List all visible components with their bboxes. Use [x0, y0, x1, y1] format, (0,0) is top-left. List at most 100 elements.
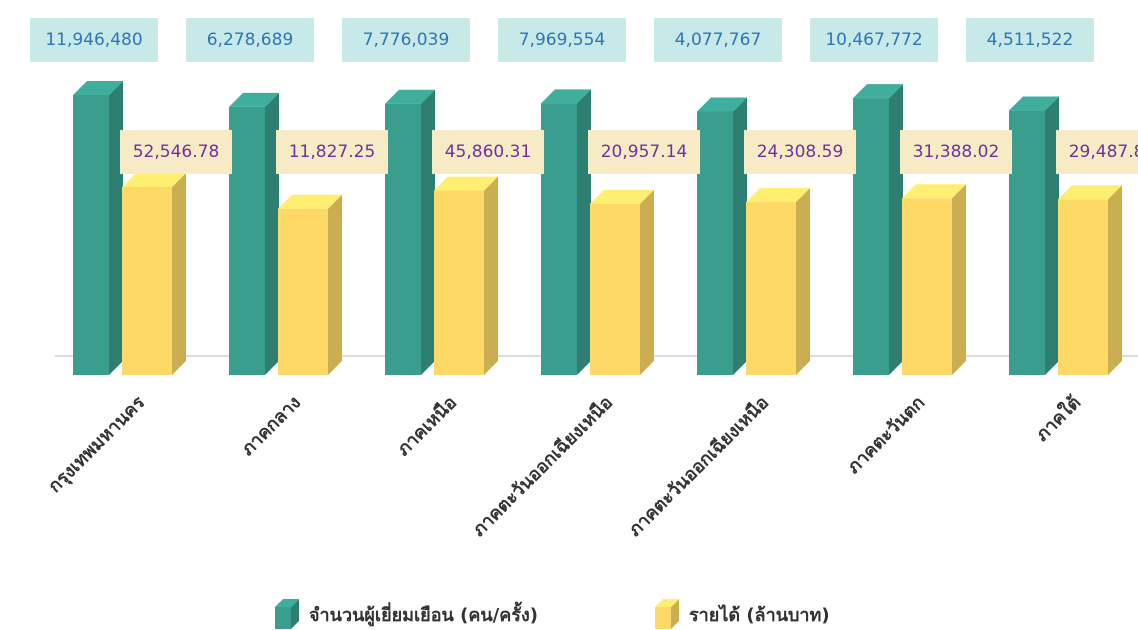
bar-front	[697, 111, 733, 376]
legend-swatch-side	[291, 599, 299, 629]
value-label-box	[966, 18, 1094, 62]
value-label-box	[810, 18, 938, 62]
legend-label: รายได้ (ล้านบาท)	[689, 604, 830, 626]
bar-front	[73, 95, 109, 375]
bar-top	[541, 89, 591, 104]
bar-side	[952, 184, 966, 375]
bar	[434, 176, 498, 375]
bar-front	[122, 187, 172, 375]
bar-top	[73, 81, 123, 95]
x-tick-label: ภาคใต้	[1031, 392, 1085, 446]
value-label: 52,546.78	[133, 142, 220, 162]
bar-side	[1045, 96, 1059, 375]
bar-side	[109, 81, 123, 375]
value-label: 31,388.02	[913, 142, 1000, 162]
bar	[590, 189, 654, 375]
x-tick-label: ภาคตะวันออกเฉียงเหนือ	[468, 392, 617, 541]
value-label-box	[744, 130, 856, 174]
value-label-box	[186, 18, 314, 62]
value-label-box	[654, 18, 782, 62]
value-label-box	[120, 130, 232, 174]
bar	[697, 97, 747, 376]
bar-front	[278, 208, 328, 375]
value-label-box	[30, 18, 158, 62]
value-label: 11,827.25	[289, 142, 376, 162]
value-label: 4,511,522	[987, 30, 1074, 50]
bar-front	[1009, 110, 1045, 375]
legend-swatch-top	[275, 599, 299, 607]
value-label-box	[498, 18, 626, 62]
value-label: 29,487.83	[1069, 142, 1138, 162]
value-label-box	[276, 130, 388, 174]
bar-top	[697, 97, 747, 112]
bar-side	[1108, 185, 1122, 375]
bar-top	[278, 194, 342, 209]
bar-front	[746, 202, 796, 375]
legend-swatch	[275, 607, 291, 629]
value-label: 24,308.59	[757, 142, 844, 162]
bar-top	[122, 173, 186, 187]
bar-side	[172, 173, 186, 375]
bar	[385, 89, 435, 375]
bar-side	[577, 89, 591, 375]
bar-top	[853, 84, 903, 99]
bar-side	[733, 97, 747, 376]
value-label-box	[900, 130, 1012, 174]
bar	[541, 89, 591, 375]
x-tick-label: ภาคตะวันตก	[843, 392, 929, 478]
bar-top	[590, 189, 654, 204]
legend-swatch-side	[671, 599, 679, 629]
bar	[1058, 185, 1122, 375]
bar-front	[902, 198, 952, 375]
bar	[122, 173, 186, 375]
bar-side	[265, 92, 279, 376]
value-label: 20,957.14	[601, 142, 688, 162]
bar	[229, 92, 279, 376]
value-label: 11,946,480	[45, 30, 142, 50]
bar	[853, 84, 903, 375]
bar-top	[1009, 96, 1059, 111]
legend-label: จำนวนผู้เยี่ยมเยือน (คน/ครั้ง)	[309, 601, 538, 627]
value-label-box	[1056, 130, 1138, 174]
value-label: 7,776,039	[363, 30, 450, 50]
bar	[902, 184, 966, 375]
bar-front	[1058, 199, 1108, 375]
bar	[1009, 96, 1059, 375]
bar-side	[328, 194, 342, 375]
value-label: 4,077,767	[675, 30, 762, 50]
bar-front	[229, 106, 265, 376]
bar-top	[746, 188, 810, 203]
bar-front	[434, 190, 484, 375]
value-label: 45,860.31	[445, 142, 532, 162]
x-tick-label: กรุงเทพมหานคร	[44, 392, 150, 498]
value-label-box	[342, 18, 470, 62]
bar-top	[434, 176, 498, 191]
x-tick-label: ภาคตะวันออกเฉียงเหนือ	[624, 392, 773, 541]
x-tick-label: ภาคเหนือ	[393, 392, 461, 460]
bar-front	[541, 103, 577, 375]
bar-front	[385, 103, 421, 375]
bar-top	[902, 184, 966, 199]
legend-swatch	[655, 607, 671, 629]
bar-front	[853, 98, 889, 375]
value-label-box	[432, 130, 544, 174]
legend-swatch-top	[655, 599, 679, 607]
bar-side	[640, 189, 654, 375]
value-label: 6,278,689	[207, 30, 294, 50]
bar-top	[1058, 185, 1122, 200]
value-label: 7,969,554	[519, 30, 606, 50]
bar-side	[796, 188, 810, 375]
bar	[746, 188, 810, 375]
bar-front	[590, 203, 640, 375]
bar-side	[484, 176, 498, 375]
x-tick-label: ภาคกลาง	[237, 392, 305, 460]
bar-side	[889, 84, 903, 375]
bar-side	[421, 89, 435, 375]
value-label-box	[588, 130, 700, 174]
bar	[278, 194, 342, 375]
bar-top	[229, 92, 279, 107]
bar	[73, 81, 123, 375]
value-label: 10,467,772	[825, 30, 922, 50]
bar-top	[385, 89, 435, 104]
